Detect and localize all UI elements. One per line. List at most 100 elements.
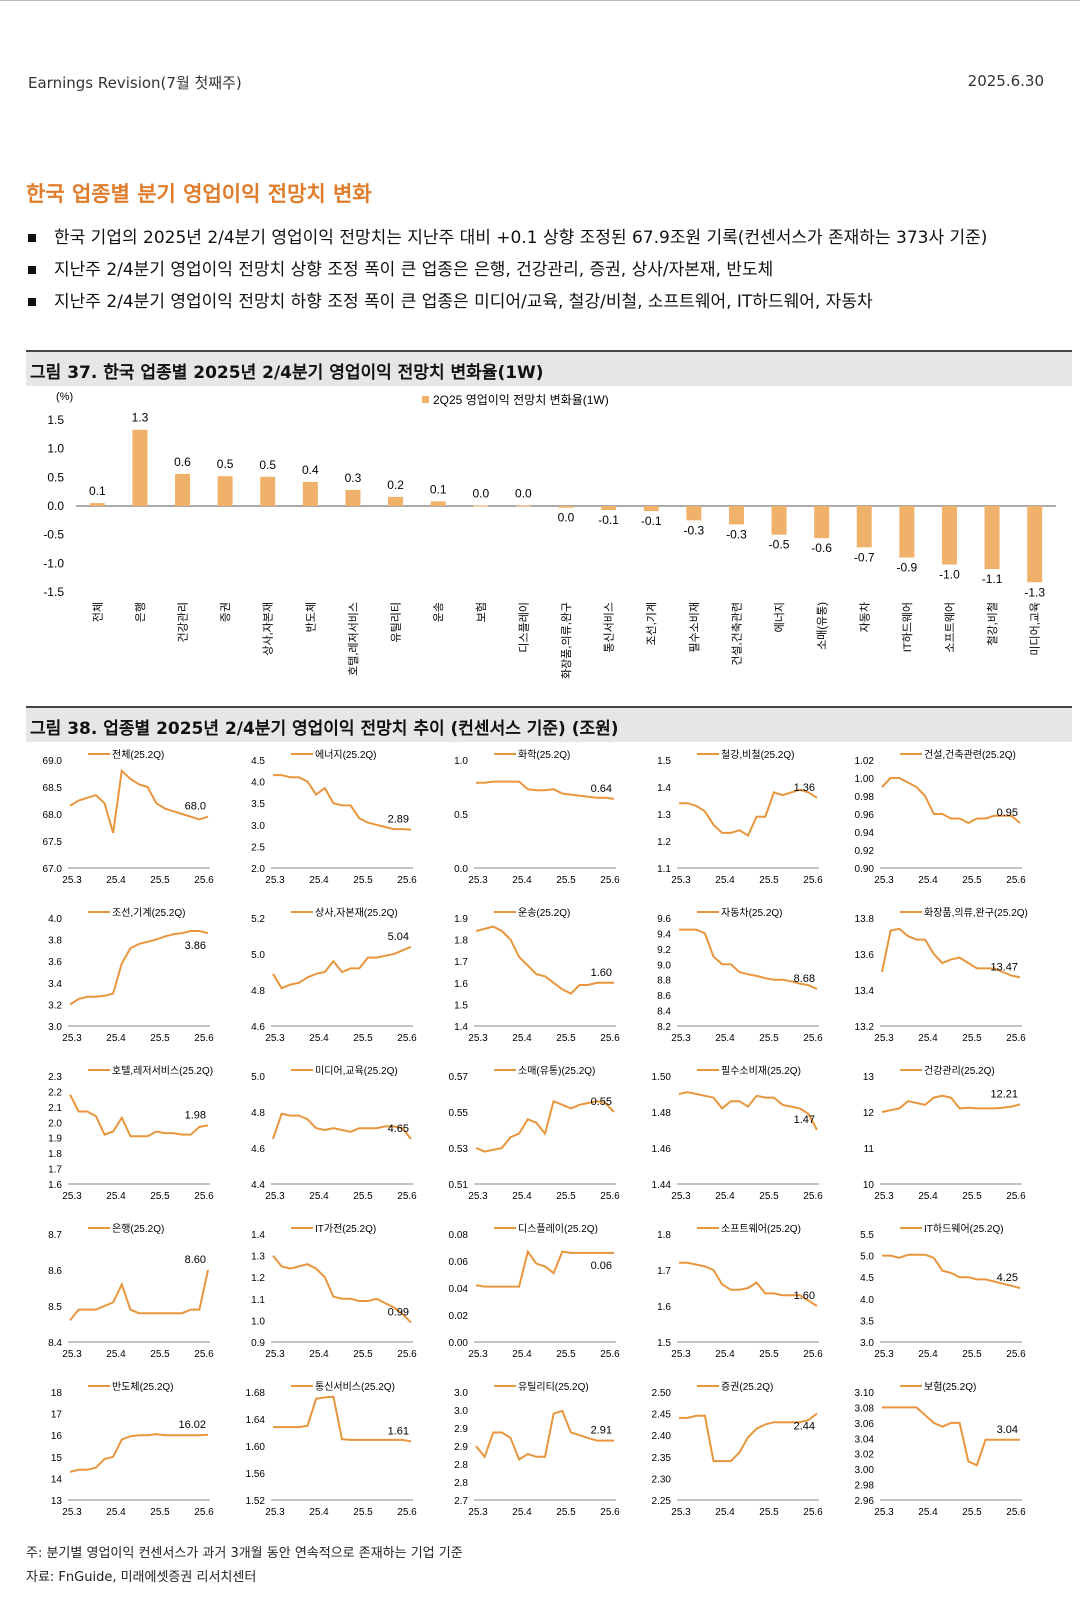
bar-data-label: -0.6 — [811, 541, 832, 555]
bar — [899, 506, 915, 558]
panel-y-tick-label: 8.4 — [657, 1007, 671, 1018]
bullet-text: 지난주 2/4분기 영업이익 전망치 상향 조정 폭이 큰 업종은 은행, 건강… — [54, 260, 774, 280]
panel-last-value-label: 13.47 — [990, 961, 1018, 973]
panel-y-tick-label: 3.08 — [855, 1403, 875, 1414]
panel-last-value-label: 1.61 — [388, 1425, 409, 1437]
panel-x-tick-label: 25.5 — [353, 875, 373, 886]
bar-data-label: -1.0 — [939, 567, 960, 581]
panel-x-tick-label: 25.5 — [962, 1191, 982, 1202]
panel-x-tick-label: 25.4 — [106, 1507, 126, 1518]
panel-y-tick-label: 1.1 — [251, 1295, 265, 1306]
panel-x-tick-label: 25.3 — [874, 1349, 894, 1360]
panel-y-tick-label: 2.9 — [454, 1442, 468, 1453]
panel-x-tick-label: 25.5 — [556, 1349, 576, 1360]
panel-y-tick-label: 67.0 — [43, 864, 63, 875]
panel-y-tick-label: 5.0 — [251, 950, 265, 961]
panel-x-tick-label: 25.5 — [962, 875, 982, 886]
bar — [515, 505, 531, 507]
panel-x-tick-label: 25.3 — [265, 1507, 285, 1518]
panel-series-line — [69, 1433, 209, 1473]
panel-y-tick-label: 1.68 — [246, 1388, 266, 1399]
panel-last-value-label: 4.25 — [997, 1272, 1018, 1284]
panel-series-name: IT가전(25.2Q) — [315, 1223, 376, 1235]
panel-y-tick-label: 2.50 — [652, 1388, 672, 1399]
category-label: 건강관리 — [177, 602, 190, 642]
panel-y-tick-label: 0.02 — [449, 1311, 469, 1322]
panel-y-tick-label: 1.0 — [251, 1316, 265, 1327]
panel-x-tick-label: 25.6 — [803, 875, 823, 886]
panel-y-tick-label: 12 — [863, 1108, 875, 1119]
panel-y-tick-label: 1.4 — [454, 1022, 468, 1033]
panel-x-tick-label: 25.3 — [62, 1191, 82, 1202]
panel-series-line — [476, 780, 615, 800]
panel-x-tick-label: 25.3 — [468, 1191, 488, 1202]
panel-y-tick-label: 13.8 — [855, 914, 875, 925]
panel-x-tick-label: 25.5 — [353, 1033, 373, 1044]
panel-x-tick-label: 25.3 — [468, 875, 488, 886]
y-tick-label: -0.5 — [43, 528, 64, 542]
bar-data-label: 0.1 — [89, 484, 106, 498]
panel-last-value-label: 68.0 — [185, 801, 206, 813]
panel-y-tick-label: 2.3 — [48, 1072, 62, 1083]
panel-x-tick-label: 25.5 — [353, 1349, 373, 1360]
panel-y-tick-label: 0.9 — [251, 1338, 265, 1349]
doc-date: 2025.6.30 — [967, 72, 1044, 90]
panel-x-tick-label: 25.4 — [106, 1191, 126, 1202]
panel-y-tick-label: 2.0 — [48, 1118, 62, 1129]
panel-y-tick-label: 0.06 — [449, 1257, 469, 1268]
panel-y-tick-label: 0.53 — [449, 1144, 469, 1155]
panel-series-name: 운송(25.2Q) — [518, 907, 570, 919]
category-label: 자동차 — [858, 602, 871, 632]
panel-x-tick-label: 25.4 — [106, 875, 126, 886]
bar-data-label: -0.1 — [641, 514, 662, 528]
panel-y-tick-label: 1.56 — [246, 1469, 266, 1480]
panel-y-tick-label: 1.6 — [657, 1302, 671, 1313]
panel-y-tick-label: 8.6 — [48, 1266, 62, 1277]
panel-x-tick-label: 25.6 — [803, 1507, 823, 1518]
panel-last-value-label: 0.99 — [388, 1307, 409, 1319]
panel-y-tick-label: 2.35 — [652, 1453, 672, 1464]
panel-x-tick-label: 25.5 — [759, 1191, 779, 1202]
panel-x-tick-label: 25.4 — [918, 1507, 938, 1518]
panel-y-tick-label: 8.5 — [48, 1302, 62, 1313]
bar — [388, 496, 404, 506]
bullet-square-icon — [28, 266, 36, 274]
panel-x-tick-label: 25.6 — [194, 1033, 214, 1044]
bar-data-label: -1.1 — [982, 572, 1003, 586]
panel-x-tick-label: 25.5 — [353, 1191, 373, 1202]
panel-y-tick-label: 1.6 — [48, 1180, 62, 1191]
panel-y-tick-label: 8.2 — [657, 1022, 671, 1033]
panel-x-tick-label: 25.4 — [309, 1349, 329, 1360]
panel-last-value-label: 8.68 — [794, 973, 815, 985]
panel-series-line — [679, 928, 818, 990]
bullet-item: 한국 기업의 2025년 2/4분기 영업이익 전망치는 지난주 대비 +0.1… — [26, 222, 1056, 254]
panel-x-tick-label: 25.6 — [600, 1191, 620, 1202]
panel-x-tick-label: 25.6 — [1006, 1349, 1026, 1360]
bar — [217, 476, 233, 506]
bar-data-label: 0.4 — [302, 463, 319, 477]
bar — [728, 506, 744, 525]
panel-y-tick-label: 1.5 — [657, 1338, 671, 1349]
panel-x-tick-label: 25.5 — [150, 875, 170, 886]
panel-y-tick-label: 5.0 — [251, 1072, 265, 1083]
panel-x-tick-label: 25.4 — [309, 1191, 329, 1202]
panel-x-tick-label: 25.5 — [962, 1507, 982, 1518]
panel-y-tick-label: 18 — [51, 1388, 63, 1399]
panel-y-tick-label: 2.2 — [48, 1087, 62, 1098]
panel-x-tick-label: 25.4 — [512, 1349, 532, 1360]
panel-series-line — [69, 1094, 209, 1138]
panel-y-tick-label: 3.0 — [251, 821, 265, 832]
panel-x-tick-label: 25.3 — [671, 1349, 691, 1360]
panel-series-line — [69, 930, 209, 1006]
panel-y-tick-label: 16 — [51, 1431, 63, 1442]
panel-y-tick-label: 3.00 — [855, 1465, 875, 1476]
panel-y-tick-label: 1.60 — [246, 1442, 266, 1453]
panel-x-tick-label: 25.6 — [1006, 1191, 1026, 1202]
panel-x-tick-label: 25.4 — [715, 1033, 735, 1044]
panel-y-tick-label: 1.6 — [454, 979, 468, 990]
panel-last-value-label: 1.47 — [794, 1114, 815, 1126]
panel-series-line — [881, 777, 1021, 825]
panel-x-tick-label: 25.6 — [803, 1191, 823, 1202]
bar — [558, 506, 574, 508]
panel-y-tick-label: 2.9 — [454, 1424, 468, 1435]
